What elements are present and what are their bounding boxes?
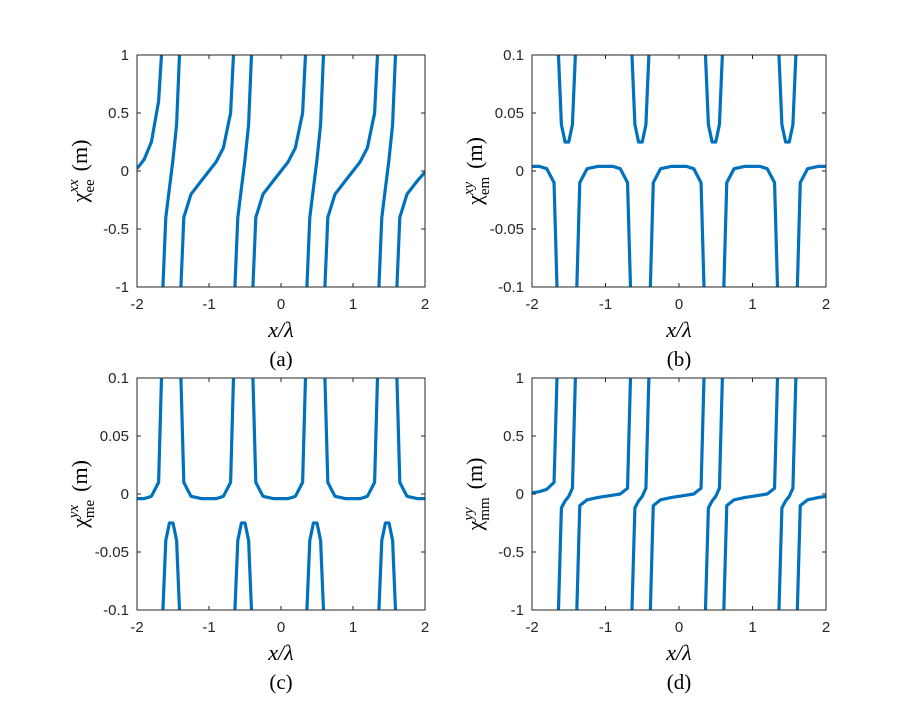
x-tick-label: 0 [277, 619, 285, 636]
x-axis-label: x/λ [665, 640, 691, 665]
x-tick-label: 2 [421, 296, 429, 313]
plot-area [532, 55, 826, 287]
x-axis-label: x/λ [267, 640, 293, 665]
y-label-sup: xx [66, 179, 82, 194]
x-tick-label: -2 [525, 619, 538, 636]
x-tick-label: -1 [599, 296, 612, 313]
y-tick-label: 0 [121, 163, 129, 180]
data-line [532, 55, 826, 287]
y-label-symbol: χ [462, 520, 487, 531]
y-tick-label: -1 [116, 279, 129, 296]
caption: (d) [667, 670, 692, 694]
x-tick-label: -2 [130, 619, 143, 636]
x-tick-label: -2 [130, 296, 143, 313]
x-tick-label: -1 [202, 619, 215, 636]
y-tick-label: -0.5 [498, 544, 524, 561]
y-tick-label: 0.5 [108, 105, 129, 122]
y-label-sup: yx [66, 505, 82, 521]
y-tick-label: 0.1 [503, 47, 524, 64]
x-tick-label: 0 [675, 296, 683, 313]
caption: (c) [269, 670, 292, 694]
y-tick-label: 0.5 [503, 428, 524, 445]
x-tick-label: 1 [748, 619, 756, 636]
y-label-unit: (m) [67, 460, 92, 492]
y-tick-label: 0.05 [495, 105, 524, 122]
y-label-unit: (m) [67, 140, 92, 172]
y-label-sub: mm [477, 497, 493, 521]
x-tick-label: -1 [202, 296, 215, 313]
data-line [532, 378, 826, 610]
y-tick-label: -0.1 [498, 279, 524, 296]
y-tick-label: 0 [516, 163, 524, 180]
x-tick-label: 0 [675, 619, 683, 636]
x-tick-label: 1 [349, 296, 357, 313]
caption: (b) [667, 347, 692, 371]
y-axis-label: χxxee (m) [66, 140, 98, 204]
data-line [137, 378, 425, 610]
plot-area [532, 378, 826, 610]
y-label-unit: (m) [462, 137, 487, 169]
x-tick-label: 2 [822, 296, 830, 313]
x-axis-label: x/λ [665, 317, 691, 342]
plot-area [137, 55, 425, 287]
y-axis-label: χyxme (m) [66, 460, 98, 529]
y-tick-label: 0 [516, 486, 524, 503]
y-tick-label: -0.5 [103, 221, 129, 238]
x-tick-label: 1 [349, 619, 357, 636]
x-tick-label: 0 [277, 296, 285, 313]
plot-area [137, 378, 425, 610]
y-tick-label: 0.05 [100, 428, 129, 445]
y-label-sup: xy [461, 182, 477, 197]
y-tick-label: -1 [511, 602, 524, 619]
x-tick-label: -1 [599, 619, 612, 636]
x-tick-label: 1 [748, 296, 756, 313]
y-tick-label: 1 [516, 370, 524, 387]
x-tick-label: 2 [822, 619, 830, 636]
caption: (a) [269, 347, 292, 371]
y-label-unit: (m) [462, 458, 487, 490]
y-axis-label: χyymm (m) [461, 458, 493, 532]
y-tick-label: 0 [121, 486, 129, 503]
y-tick-label: 0.1 [108, 370, 129, 387]
x-tick-label: -2 [525, 296, 538, 313]
x-axis-label: x/λ [267, 317, 293, 342]
y-tick-label: -0.05 [95, 544, 129, 561]
y-tick-label: -0.1 [103, 602, 129, 619]
y-label-sub: ee [82, 179, 98, 193]
y-label-sup: yy [461, 507, 477, 523]
y-tick-label: 1 [121, 47, 129, 64]
y-label-sub: me [82, 499, 98, 518]
data-line [137, 55, 425, 287]
x-tick-label: 2 [421, 619, 429, 636]
y-axis-label: χxyem (m) [461, 137, 493, 206]
y-label-symbol: χ [462, 195, 487, 206]
y-label-symbol: χ [67, 192, 92, 203]
y-tick-label: -0.05 [490, 221, 524, 238]
y-label-sub: em [477, 177, 493, 196]
y-label-symbol: χ [67, 518, 92, 529]
